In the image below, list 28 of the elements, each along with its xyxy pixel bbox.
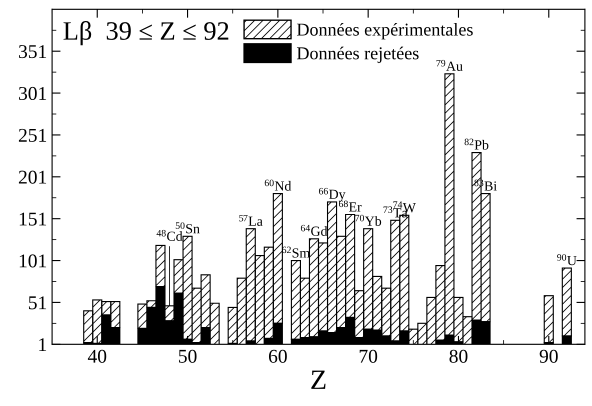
annotation: $^{48}$Cd: [156, 230, 182, 241]
legend-label: Données expérimentales: [296, 22, 473, 40]
x-tick-label: 80: [449, 350, 468, 363]
y-tick-label: 1: [39, 338, 46, 352]
annotation: $^{79}$Au: [436, 60, 463, 71]
x-tick-label: 50: [178, 350, 197, 363]
y-tick-label: 201: [18, 170, 46, 184]
annotation: $^{60}$Nd: [264, 180, 292, 191]
annotation: $^{82}$Pb: [464, 138, 488, 150]
annotation: $^{66}$Dy: [318, 188, 346, 202]
y-tick-label: 251: [18, 128, 46, 142]
y-tick-label: 101: [20, 254, 46, 268]
annotation: $^{64}$Gd: [300, 224, 328, 236]
y-tick-label: 351: [19, 45, 46, 58]
x-axis-title: Z: [311, 370, 326, 389]
x-tick-label: 90: [540, 350, 558, 363]
x-tick-label: 70: [360, 350, 378, 363]
chart-title: Lβ 39 ≤ Z ≤ 92: [64, 21, 228, 46]
x-tick-label: 40: [88, 350, 106, 363]
annotation: $^{70}$Yb: [355, 214, 382, 226]
y-tick-label: 151: [20, 212, 46, 226]
annotation: $^{57}$La: [239, 214, 263, 226]
legend-label: Données rejetées: [296, 46, 419, 64]
y-tick-label: 301: [19, 86, 46, 100]
x-tick-label: 60: [268, 350, 287, 363]
annotation: $^{90}$U: [557, 254, 577, 266]
annotation: $^{68}$Er: [338, 200, 362, 212]
y-tick-label: 51: [28, 296, 46, 310]
